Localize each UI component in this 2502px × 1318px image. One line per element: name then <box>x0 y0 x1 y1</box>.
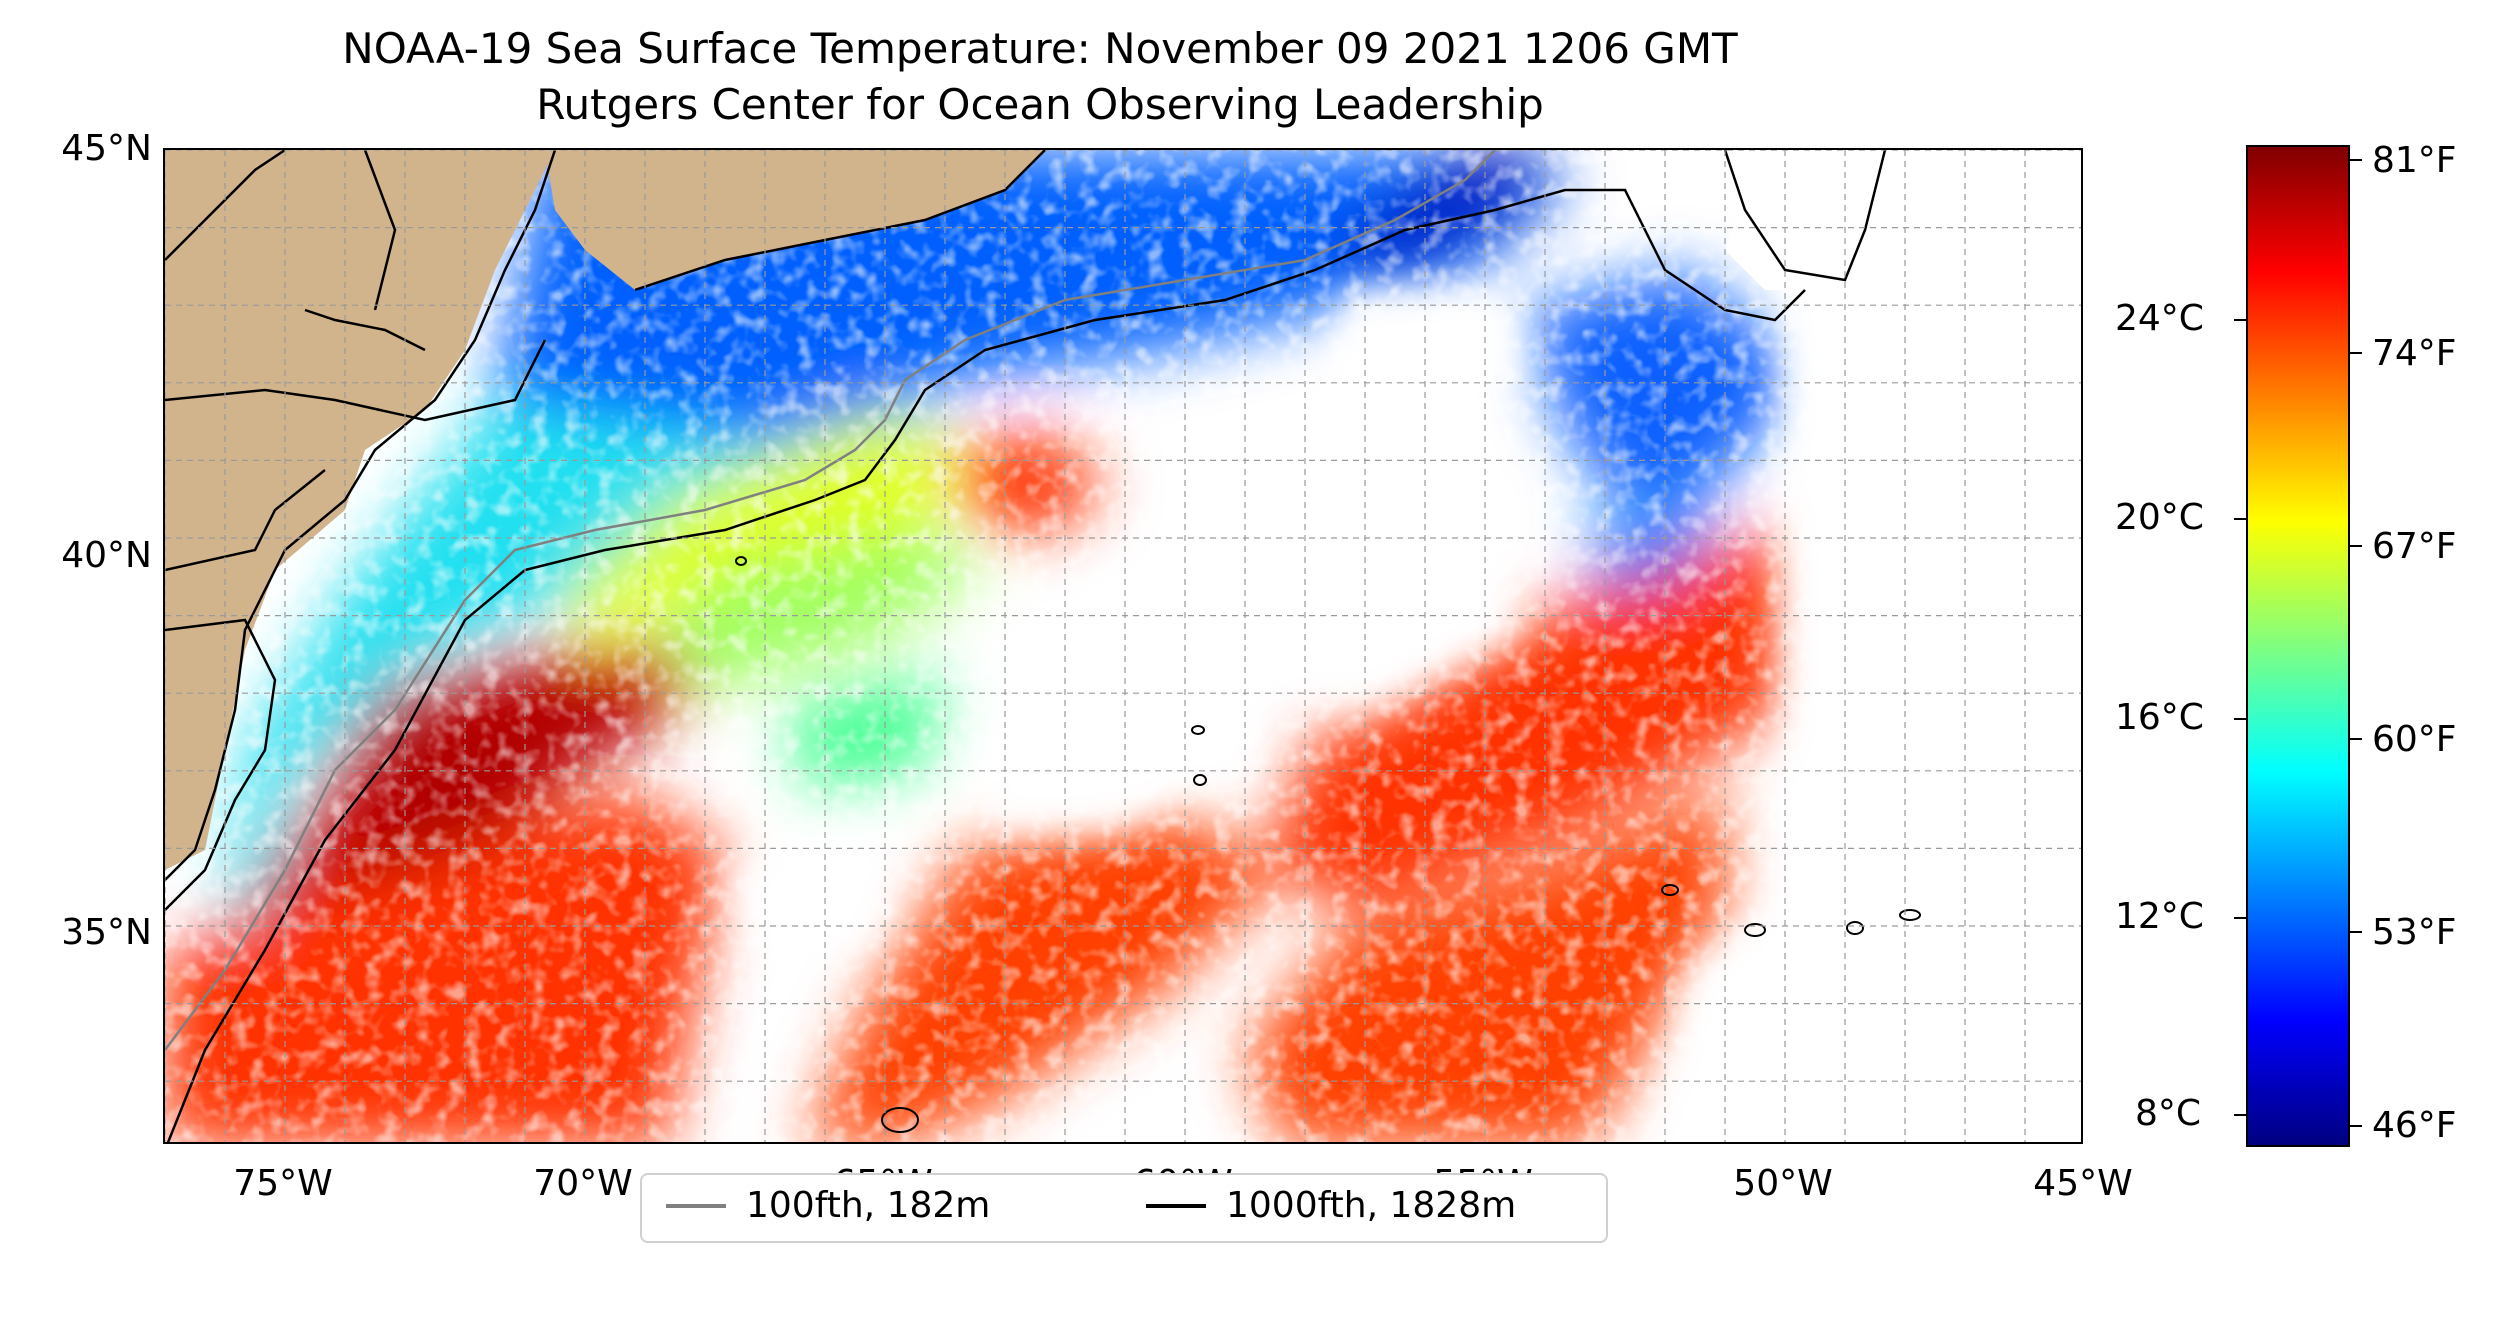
legend-item-100fth: 100fth, 182m <box>666 1185 990 1226</box>
colorbar-label-74f: 74°F <box>2372 333 2457 374</box>
legend-swatch-1000fth <box>1146 1203 1206 1208</box>
legend-label-100fth: 100fth, 182m <box>746 1185 991 1226</box>
gridlines <box>165 150 2081 1142</box>
isobath-legend: 100fth, 182m 1000fth, 1828m <box>640 1173 1608 1243</box>
colorbar-label-46f: 46°F <box>2372 1105 2457 1146</box>
colorbar-label-20c: 20°C <box>2115 497 2204 538</box>
sst-map-canvas <box>165 150 2081 1142</box>
colorbar-label-60f: 60°F <box>2372 719 2457 760</box>
colorbar-label-16c: 16°C <box>2115 697 2204 738</box>
lon-label-45w: 45°W <box>2033 1163 2133 1204</box>
colorbar-label-53f: 53°F <box>2372 912 2457 953</box>
map-subtitle: Rutgers Center for Ocean Observing Leade… <box>536 80 1544 129</box>
legend-item-1000fth: 1000fth, 1828m <box>1146 1185 1516 1226</box>
lon-label-50w: 50°W <box>1733 1163 1833 1204</box>
colorbar-label-67f: 67°F <box>2372 526 2457 567</box>
isobath-1000fth <box>166 188 1806 1142</box>
colorbar <box>2246 145 2350 1147</box>
map-title: NOAA-19 Sea Surface Temperature: Novembe… <box>342 24 1738 73</box>
colorbar-label-8c: 8°C <box>2135 1093 2202 1134</box>
seamount-contours <box>735 556 1921 1133</box>
sst-map <box>163 148 2083 1144</box>
lat-label-45n: 45°N <box>61 128 152 169</box>
lon-label-75w: 75°W <box>233 1163 333 1204</box>
coastline-layer <box>165 150 1887 911</box>
colorbar-label-81f: 81°F <box>2372 140 2457 181</box>
legend-swatch-100fth <box>666 1203 726 1208</box>
lon-label-70w: 70°W <box>533 1163 633 1204</box>
colorbar-label-12c: 12°C <box>2115 896 2204 937</box>
lat-label-40n: 40°N <box>61 535 152 576</box>
land-layer <box>165 150 1885 870</box>
colorbar-label-24c: 24°C <box>2115 298 2204 339</box>
legend-label-1000fth: 1000fth, 1828m <box>1226 1185 1517 1226</box>
lat-label-35n: 35°N <box>61 912 152 953</box>
